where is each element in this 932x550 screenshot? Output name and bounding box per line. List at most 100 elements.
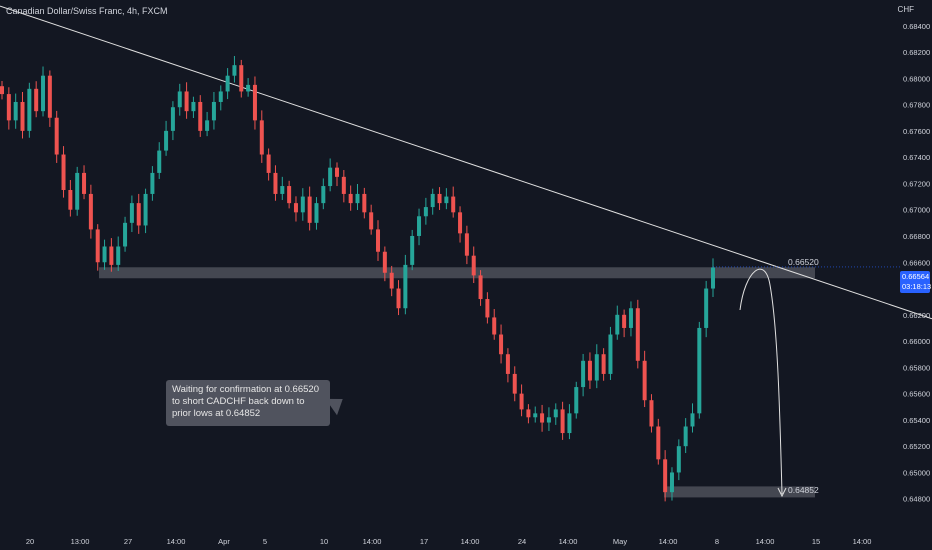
y-tick-label: 0.67200 xyxy=(903,179,930,188)
candle-body xyxy=(471,255,476,276)
candle-body xyxy=(88,193,93,230)
candle-body xyxy=(0,86,4,95)
trendline xyxy=(0,5,932,320)
candle-body xyxy=(61,154,66,190)
candle-body xyxy=(6,94,11,121)
candle-body xyxy=(225,75,230,92)
candle-body xyxy=(109,246,114,265)
candle-body xyxy=(437,193,442,204)
candle-body xyxy=(430,193,435,208)
y-tick-label: 0.66600 xyxy=(903,258,930,267)
candle-body xyxy=(601,354,606,374)
candle-body xyxy=(328,167,333,187)
candle-body xyxy=(711,267,715,289)
candle-body xyxy=(396,288,401,309)
candle-body xyxy=(464,233,469,256)
candle-body xyxy=(116,246,121,265)
candle-body xyxy=(458,212,463,234)
candle-body xyxy=(143,193,148,226)
candle-body xyxy=(608,334,613,374)
candle-body xyxy=(27,88,32,131)
current-price-tag: 0.66564 03:18:13 xyxy=(900,271,932,293)
y-tick-label: 0.65600 xyxy=(903,390,930,399)
candle-body xyxy=(157,150,162,173)
projection-arrow xyxy=(739,268,783,495)
candle-body xyxy=(54,117,59,155)
candle-body xyxy=(123,222,128,247)
x-tick-label: 14:00 xyxy=(853,537,872,546)
x-tick-label: 14:00 xyxy=(559,537,578,546)
candle-body xyxy=(560,409,565,434)
candle-body xyxy=(581,360,586,388)
y-tick-label: 0.67600 xyxy=(903,127,930,136)
candle-body xyxy=(690,413,695,427)
candle-body xyxy=(314,203,319,223)
x-tick-label: 13:00 xyxy=(71,537,90,546)
candle-body xyxy=(266,154,271,173)
candle-body xyxy=(451,196,456,213)
y-tick-label: 0.66000 xyxy=(903,337,930,346)
candle-body xyxy=(136,203,141,226)
candle-body xyxy=(615,314,620,335)
resistance-level-label: 0.66520 xyxy=(788,257,819,267)
candle-body xyxy=(417,216,422,236)
resistance-zone xyxy=(99,267,815,279)
x-tick-label: 14:00 xyxy=(461,537,480,546)
x-tick-label: 17 xyxy=(420,537,428,546)
candle-body xyxy=(82,172,87,194)
candle-body xyxy=(362,193,367,213)
candle-body xyxy=(150,172,155,194)
candle-body xyxy=(574,387,579,414)
candle-body xyxy=(341,176,346,194)
current-price: 0.66564 xyxy=(902,272,930,281)
candle-body xyxy=(683,426,688,447)
y-tick-label: 0.68000 xyxy=(903,74,930,83)
x-tick-label: 20 xyxy=(26,537,34,546)
candle-body xyxy=(191,101,196,112)
candle-body xyxy=(492,317,497,335)
candle-body xyxy=(47,75,52,118)
y-tick-label: 0.68200 xyxy=(903,48,930,57)
candle-body xyxy=(519,393,524,410)
candle-body xyxy=(656,426,661,460)
candle-body xyxy=(239,65,244,92)
candle-body xyxy=(129,203,134,223)
candle-body xyxy=(567,413,572,434)
y-tick-label: 0.65200 xyxy=(903,442,930,451)
candle-body xyxy=(505,354,510,374)
candle-body xyxy=(273,172,278,194)
candle-body xyxy=(423,207,428,217)
x-tick-label: 15 xyxy=(812,537,820,546)
candle-body xyxy=(170,107,175,131)
candle-body xyxy=(321,186,326,204)
candle-body xyxy=(300,196,305,213)
y-tick-label: 0.66800 xyxy=(903,232,930,241)
x-tick-label: 14:00 xyxy=(167,537,186,546)
candle-body xyxy=(348,193,353,204)
candle-body xyxy=(376,229,381,252)
candle-body xyxy=(553,409,558,418)
candle-body xyxy=(205,120,210,131)
x-tick-label: 8 xyxy=(715,537,719,546)
candle-body xyxy=(259,120,264,155)
candle-body xyxy=(642,360,647,401)
candle-body xyxy=(663,459,668,493)
trade-note[interactable]: Waiting for confirmation at 0.66520 to s… xyxy=(166,380,330,426)
candle-body xyxy=(635,308,640,361)
candle-body xyxy=(293,203,298,213)
x-tick-label: 27 xyxy=(124,537,132,546)
candle-body xyxy=(676,446,681,473)
candle-body xyxy=(177,91,182,108)
candle-body xyxy=(164,130,169,151)
candle-body xyxy=(649,400,654,427)
y-tick-label: 0.67400 xyxy=(903,153,930,162)
candle-body xyxy=(280,186,285,194)
y-tick-label: 0.67000 xyxy=(903,206,930,215)
y-tick-label: 0.64800 xyxy=(903,495,930,504)
candle-body xyxy=(20,101,25,131)
bar-countdown: 03:18:13 xyxy=(902,282,932,291)
candle-body xyxy=(13,101,18,121)
candle-body xyxy=(75,172,80,210)
candle-body xyxy=(95,229,100,263)
